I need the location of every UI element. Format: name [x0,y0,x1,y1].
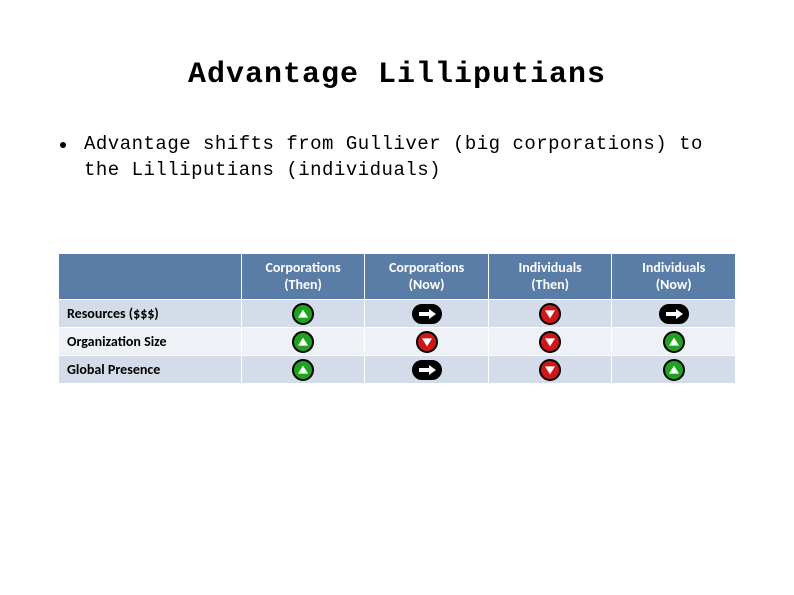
arrow-down-icon [416,331,438,353]
col-header-line1: Corporations [389,259,464,276]
arrow-right-icon [659,304,689,324]
table-body: Resources ($$$)Organization SizeGlobal P… [59,300,736,384]
arrow-right-icon [412,304,442,324]
col-header-line1: Individuals [519,259,582,276]
table-header-blank [59,254,242,300]
col-header-line2: (Now) [656,276,692,293]
bullet-item: Advantage shifts from Gulliver (big corp… [50,132,744,183]
table-header-row: Corporations (Then) Corporations (Now) I… [59,254,736,300]
col-header-line2: (Now) [409,276,445,293]
col-header-line1: Corporations [265,259,340,276]
table-cell [241,300,365,328]
table-cell [365,356,489,384]
table-cell [612,328,736,356]
table-cell [488,328,612,356]
table-row: Global Presence [59,356,736,384]
slide-title: Advantage Lilliputians [50,58,744,92]
advantage-table-wrap: Corporations (Then) Corporations (Now) I… [50,253,744,384]
table-header-col: Corporations (Now) [365,254,489,300]
advantage-table: Corporations (Then) Corporations (Now) I… [58,253,736,384]
row-label: Global Presence [59,356,242,384]
table-cell [241,328,365,356]
arrow-down-icon [539,359,561,381]
table-cell [365,300,489,328]
arrow-up-icon [292,359,314,381]
table-cell [612,300,736,328]
col-header-line1: Individuals [642,259,705,276]
table-cell [488,300,612,328]
arrow-up-icon [292,303,314,325]
arrow-up-icon [663,331,685,353]
table-row: Resources ($$$) [59,300,736,328]
slide: Advantage Lilliputians Advantage shifts … [0,0,794,595]
col-header-line2: (Then) [531,276,569,293]
table-cell [612,356,736,384]
arrow-up-icon [292,331,314,353]
arrow-right-icon [412,360,442,380]
table-cell [241,356,365,384]
row-label: Resources ($$$) [59,300,242,328]
table-header-col: Individuals (Then) [488,254,612,300]
table-row: Organization Size [59,328,736,356]
arrow-down-icon [539,331,561,353]
table-cell [488,356,612,384]
arrow-down-icon [539,303,561,325]
row-label: Organization Size [59,328,242,356]
table-header-col: Corporations (Then) [241,254,365,300]
table-cell [365,328,489,356]
table-header-col: Individuals (Now) [612,254,736,300]
col-header-line2: (Then) [284,276,322,293]
bullet-dot-icon [60,142,66,148]
bullet-text: Advantage shifts from Gulliver (big corp… [84,132,744,183]
arrow-up-icon [663,359,685,381]
